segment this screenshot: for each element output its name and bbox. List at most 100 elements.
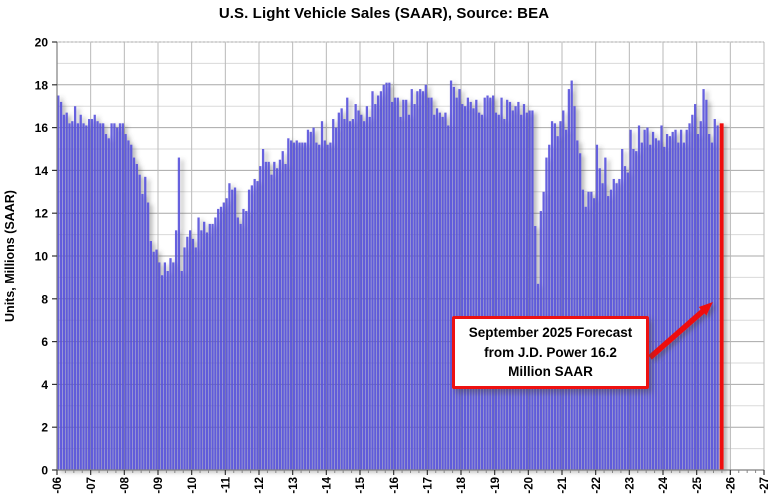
bar: [710, 142, 714, 470]
bar: [295, 140, 298, 470]
forecast-bar: [719, 123, 724, 470]
bar: [275, 168, 279, 470]
bar: [273, 161, 276, 470]
bar: [663, 146, 666, 471]
axis-ticks: [52, 41, 765, 475]
bar: [514, 106, 517, 470]
bar: [200, 230, 203, 470]
bar: [357, 110, 360, 470]
bar: [399, 116, 402, 471]
bar: [174, 230, 178, 470]
bar: [637, 125, 641, 471]
forecast-annotation-line: September 2025 Forecast: [468, 325, 633, 340]
forecast-annotation: September 2025 Forecast from J.D. Power …: [452, 316, 649, 390]
bar: [506, 99, 509, 470]
y-tick-label: 0: [41, 464, 48, 478]
bar: [360, 114, 363, 470]
bar: [441, 116, 444, 471]
y-tick-labels: 0 2 4 6 8 10 12 14 16 18 20: [35, 36, 49, 478]
bar: [407, 114, 411, 470]
bar: [461, 104, 464, 470]
bar: [197, 217, 200, 470]
bar: [113, 123, 116, 470]
bar: [480, 114, 484, 470]
bar: [149, 241, 152, 470]
bar: [477, 112, 481, 471]
x-tick-label: -23: [625, 477, 637, 494]
bar: [578, 153, 582, 470]
bar: [59, 101, 63, 471]
bar: [102, 123, 105, 470]
bar: [708, 134, 711, 470]
x-tick-label: -07: [86, 477, 98, 494]
bar: [595, 144, 599, 470]
bar: [348, 121, 352, 471]
bar: [57, 95, 60, 470]
bar: [245, 211, 248, 470]
y-tick-label: 14: [35, 164, 49, 178]
bar: [688, 123, 691, 470]
bar: [99, 123, 102, 470]
x-tick-label: -10: [187, 477, 199, 494]
bar: [531, 110, 534, 470]
bar: [545, 157, 548, 470]
bar: [402, 99, 405, 470]
x-tick-label: -19: [490, 477, 502, 494]
bar: [172, 262, 175, 470]
bar: [421, 91, 425, 470]
y-tick-label: 18: [35, 78, 49, 92]
bar: [278, 159, 282, 470]
bar: [511, 110, 514, 470]
bar: [654, 138, 657, 471]
bar: [304, 142, 307, 470]
bar: [152, 251, 155, 470]
bar: [62, 114, 66, 470]
x-tick-label: -20: [524, 477, 536, 494]
y-tick-label: 4: [41, 378, 48, 392]
bar: [522, 104, 526, 470]
bar: [435, 108, 439, 470]
bar: [685, 129, 688, 471]
bar: [82, 123, 85, 470]
bar: [107, 138, 110, 471]
bar: [525, 112, 528, 471]
bar: [463, 106, 467, 470]
bar: [334, 127, 338, 470]
bar: [382, 84, 385, 471]
bar: [318, 144, 321, 470]
bar: [211, 223, 214, 470]
x-tick-label: -15: [355, 476, 367, 493]
bar: [674, 129, 677, 471]
bar: [455, 97, 458, 470]
y-tick-label: 6: [41, 335, 48, 349]
bar: [665, 134, 669, 470]
y-tick-label: 8: [41, 292, 48, 306]
bar: [517, 101, 520, 471]
bar: [146, 202, 150, 470]
bar: [343, 119, 346, 470]
bar: [292, 142, 296, 470]
bar: [694, 104, 697, 470]
bar: [497, 114, 500, 470]
bar: [65, 112, 68, 471]
bar: [629, 129, 632, 471]
bar: [219, 206, 223, 470]
bar: [205, 232, 209, 470]
x-tick-label: -17: [423, 477, 435, 494]
forecast-annotation-line: from J.D. Power 16.2: [484, 344, 617, 360]
bar: [405, 99, 408, 470]
bar: [679, 129, 683, 471]
bar: [71, 121, 74, 471]
bar: [326, 144, 329, 470]
bar: [427, 97, 430, 470]
bar: [657, 140, 660, 470]
bar: [438, 112, 441, 471]
bar: [312, 127, 315, 470]
bar: [85, 125, 88, 471]
bar: [559, 121, 562, 471]
bar: [376, 95, 380, 470]
bar: [214, 217, 217, 470]
bar: [158, 262, 161, 470]
bar: [225, 198, 228, 470]
x-tick-label: -09: [153, 477, 165, 494]
